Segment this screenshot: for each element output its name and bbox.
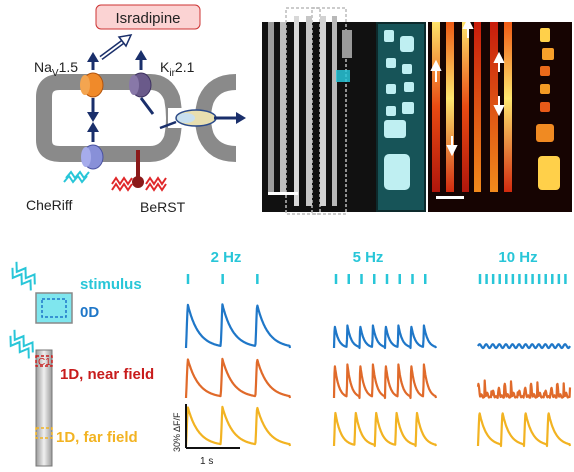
- trace-zero-d-col2: [332, 324, 438, 350]
- cheriff-channel: [63, 122, 104, 184]
- trace-near-field-col2: [332, 363, 438, 400]
- heat-strip: [446, 22, 454, 192]
- panel-a-schematic: Isradipine NaV1.5 Kir2.1: [26, 4, 246, 215]
- berst-dye: [111, 150, 167, 192]
- stim-squiggle-0d: [15, 261, 36, 285]
- gray-image: [262, 22, 376, 212]
- heat-strip: [504, 22, 512, 192]
- near-field-label: 1D, near field: [60, 366, 154, 383]
- heat-strip: [474, 22, 481, 192]
- roi-box: [336, 70, 350, 82]
- trace-zero-d-col3: [477, 343, 571, 350]
- one-d-strip: [35, 349, 53, 467]
- scale-bar-y-label: 30% ΔF/F: [172, 412, 182, 452]
- gap-junction: [159, 109, 246, 130]
- cheriff-label: CheRiff: [26, 197, 73, 213]
- stimulus-label: stimulus: [80, 276, 142, 293]
- panel-c-geometries: stimulus 0D C1 1D, near field 1D, far fi…: [9, 261, 154, 467]
- scale-bar-b1: [268, 192, 298, 195]
- stim-squiggle-0d-b: [11, 267, 32, 291]
- nav-label: NaV1.5: [34, 59, 78, 79]
- trace-near-field-col1: [184, 357, 292, 399]
- trace-zero-d-col1: [184, 303, 292, 349]
- cyan-patches: [384, 30, 414, 190]
- isradipine-box: [95, 4, 201, 30]
- heat-strip: [432, 22, 440, 192]
- scale-bar-x-label: 1 s: [200, 456, 213, 467]
- gray-strip: [280, 22, 286, 192]
- heat-patches: [536, 28, 560, 190]
- nav-channel: [80, 52, 104, 122]
- kir-channel: [129, 50, 155, 115]
- red-light-squiggle: [111, 176, 133, 186]
- gray-strip: [294, 16, 299, 206]
- c1-label: C1: [38, 357, 51, 368]
- gray-strip: [342, 30, 352, 58]
- far-field-label: 1D, far field: [56, 429, 138, 446]
- blue-light-squiggle: [63, 174, 88, 184]
- gray-strip: [332, 16, 337, 206]
- far-field-roi: [35, 427, 53, 439]
- gray-strip: [320, 16, 326, 206]
- trace-far-field-col1: [184, 405, 292, 447]
- zero-d-label: 0D: [80, 304, 99, 321]
- trace-far-field-col3: [476, 412, 572, 448]
- block-arrow-head: [117, 34, 133, 48]
- freq-label-5hz: 5 Hz: [353, 249, 384, 266]
- propagation-arrows: [430, 17, 505, 157]
- zero-d-roi: [41, 298, 67, 318]
- panel-b-images: [262, 7, 572, 215]
- heat-strip: [462, 22, 469, 192]
- stimulus-ticks: [186, 274, 567, 284]
- near-field-roi: [35, 355, 53, 367]
- berst-label: BeRST: [140, 199, 186, 215]
- heat-strip: [490, 22, 498, 192]
- trace-near-field-col3: [476, 379, 572, 399]
- freq-label-10hz: 10 Hz: [498, 249, 537, 266]
- scale-bar-b2: [436, 196, 464, 199]
- panel-c-traces: 2 Hz 5 Hz 10 Hz 30% ΔF/F 1 s: [172, 249, 572, 467]
- cell-membrane-left: [36, 74, 182, 162]
- trace-far-field-col2: [332, 411, 438, 448]
- gray-strip: [306, 16, 312, 206]
- voltage-traces: [184, 303, 572, 448]
- gray-strip: [268, 22, 274, 192]
- isradipine-label: Isradipine: [115, 10, 180, 27]
- stim-squiggle-1d-b: [9, 335, 30, 359]
- freq-label-2hz: 2 Hz: [211, 249, 242, 266]
- kir-label: Kir2.1: [160, 59, 195, 79]
- stim-squiggle-1d: [13, 329, 34, 353]
